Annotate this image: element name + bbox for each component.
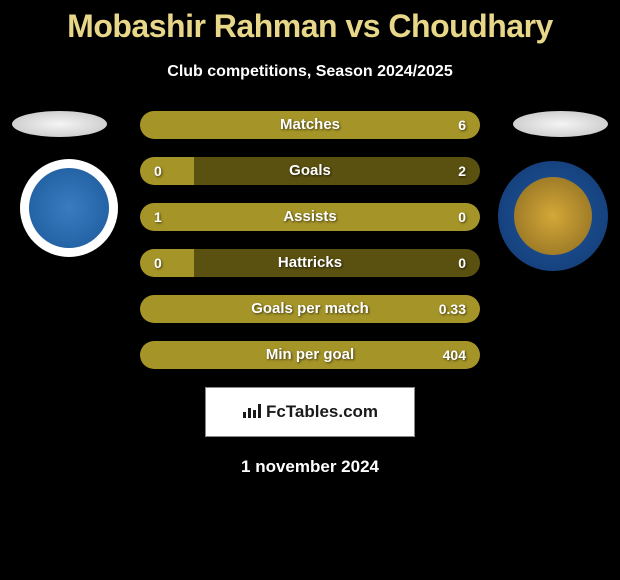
stat-bar-min-per-goal: Min per goal 404 [140, 341, 480, 369]
club-crest-right-inner [514, 177, 592, 255]
stat-bar-matches: Matches 6 [140, 111, 480, 139]
stat-label: Goals [140, 157, 480, 185]
club-crest-left-inner [29, 168, 109, 248]
stat-label: Hattricks [140, 249, 480, 277]
stat-value-right: 404 [443, 341, 466, 369]
page-subtitle: Club competitions, Season 2024/2025 [0, 63, 620, 81]
comparison-area: Matches 6 0 Goals 2 1 Assists 0 0 Hattri… [0, 111, 620, 477]
source-badge: FcTables.com [205, 387, 415, 437]
footer-date: 1 november 2024 [10, 457, 610, 477]
stat-value-right: 6 [458, 111, 466, 139]
page-title: Mobashir Rahman vs Choudhary [0, 0, 620, 45]
stat-label: Matches [140, 111, 480, 139]
stats-column: Matches 6 0 Goals 2 1 Assists 0 0 Hattri… [140, 111, 480, 369]
chart-icon [242, 402, 262, 423]
stat-bar-goals: 0 Goals 2 [140, 157, 480, 185]
source-badge-text: FcTables.com [266, 402, 378, 422]
club-crest-left [20, 159, 118, 257]
stat-label: Assists [140, 203, 480, 231]
stat-value-right: 0 [458, 203, 466, 231]
stat-bar-assists: 1 Assists 0 [140, 203, 480, 231]
shadow-oval-right [513, 111, 608, 137]
stat-label: Goals per match [140, 295, 480, 323]
stat-value-right: 0.33 [439, 295, 466, 323]
stat-value-right: 2 [458, 157, 466, 185]
shadow-oval-left [12, 111, 107, 137]
stat-label: Min per goal [140, 341, 480, 369]
club-crest-right [498, 161, 608, 271]
stat-bar-hattricks: 0 Hattricks 0 [140, 249, 480, 277]
stat-bar-goals-per-match: Goals per match 0.33 [140, 295, 480, 323]
stat-value-right: 0 [458, 249, 466, 277]
